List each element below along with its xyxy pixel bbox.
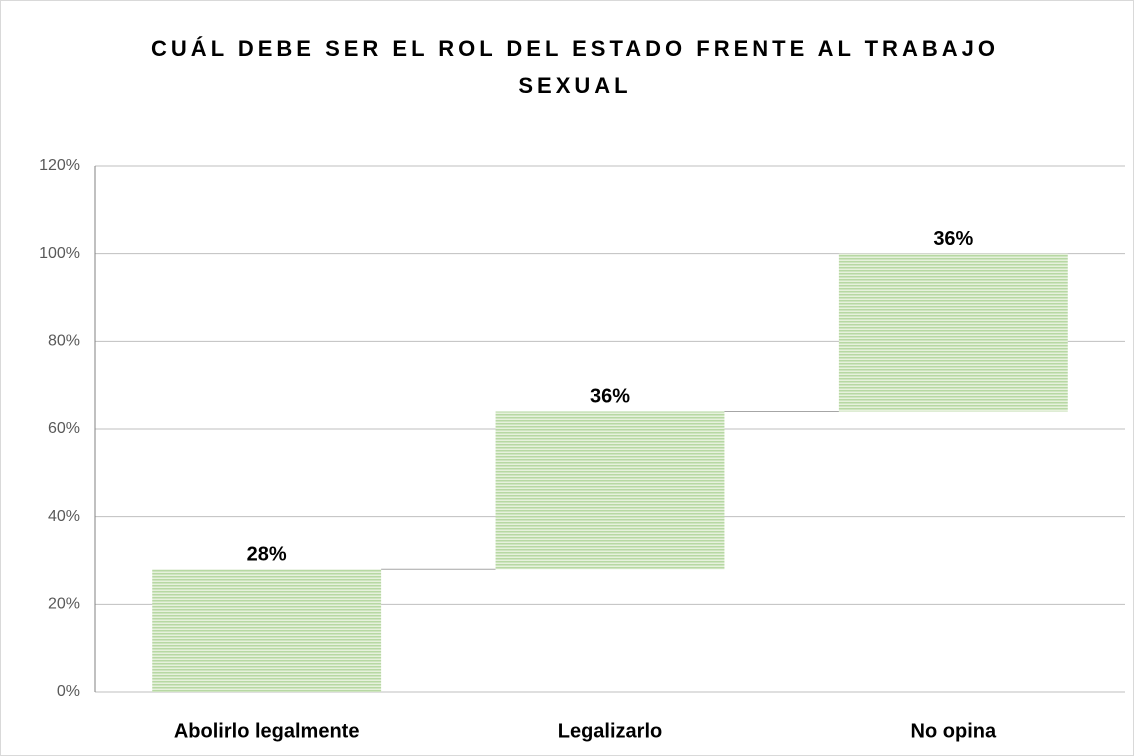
- y-tick-label: 80%: [48, 333, 80, 350]
- y-tick-label: 40%: [48, 508, 80, 525]
- bar: [838, 253, 1068, 412]
- data-label: 36%: [590, 386, 630, 408]
- data-label: 36%: [933, 228, 973, 250]
- y-tick-label: 20%: [48, 596, 80, 613]
- x-tick-label: Legalizarlo: [558, 720, 662, 742]
- y-tick-label: 60%: [48, 420, 80, 437]
- bar: [495, 411, 725, 570]
- y-tick-label: 0%: [57, 683, 80, 700]
- y-tick-label: 100%: [39, 245, 80, 262]
- x-tick-label: No opina: [911, 720, 997, 742]
- x-tick-label: Abolirlo legalmente: [174, 720, 360, 742]
- y-tick-label: 120%: [39, 157, 80, 174]
- bar: [152, 569, 382, 692]
- data-label: 28%: [247, 544, 287, 566]
- chart-title: CUÁL DEBE SER EL ROL DEL ESTADO FRENTE A…: [151, 36, 999, 98]
